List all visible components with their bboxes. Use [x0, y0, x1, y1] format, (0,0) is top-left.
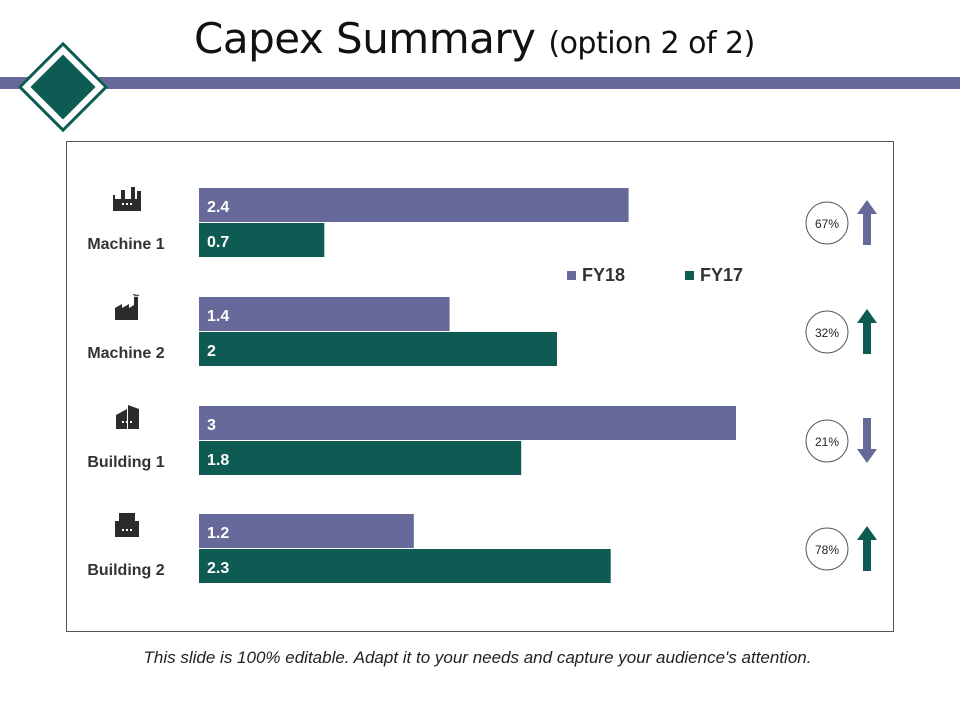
- footer-note: This slide is 100% editable. Adapt it to…: [143, 648, 812, 667]
- header-bar: [0, 77, 960, 89]
- arrow-up-icon: [857, 309, 877, 354]
- category-label: Building 2: [87, 562, 164, 579]
- change-circle: [805, 201, 849, 245]
- bar-value-label: 1.4: [207, 308, 229, 325]
- bar-value-label: 2.3: [207, 560, 229, 577]
- bar-value-label: 3: [207, 417, 216, 434]
- bar-chart: Machine 1 2.4 0.7 67% Machine 2 1.4 2 32% Buildi…: [87, 187, 877, 583]
- category-label: Machine 2: [87, 345, 164, 362]
- category-label: Building 1: [87, 454, 164, 471]
- title-sub-text: (option 2 of 2): [548, 26, 755, 61]
- title-main-text: Capex Summary: [194, 14, 536, 63]
- bar-value-label: 1.2: [207, 525, 229, 542]
- change-percent-label: 21%: [815, 435, 839, 449]
- bar-fy17: [199, 549, 611, 583]
- change-percent-label: 32%: [815, 326, 839, 340]
- bar-fy17: [199, 223, 325, 257]
- diamond-logo-inner: [30, 54, 96, 120]
- legend-swatch: [685, 271, 694, 280]
- page-title: Capex Summary (option 2 of 2): [194, 14, 755, 63]
- bar-fy18: [199, 406, 736, 440]
- change-percent-label: 78%: [815, 543, 839, 557]
- bar-value-label: 2.4: [207, 199, 229, 216]
- arrow-up-icon: [857, 526, 877, 571]
- bar-value-label: 1.8: [207, 452, 229, 469]
- bar-fy17: [199, 332, 557, 366]
- category-label: Machine 1: [87, 236, 164, 253]
- change-circle: [805, 310, 849, 354]
- arrow-up-icon: [857, 200, 877, 245]
- change-circle: [805, 419, 849, 463]
- bar-fy17: [199, 441, 522, 475]
- factory-icon: [113, 187, 141, 211]
- office-building-icon: [116, 405, 139, 429]
- legend-swatch: [567, 271, 576, 280]
- change-circle: [805, 527, 849, 571]
- bar-value-label: 2: [207, 343, 216, 360]
- apartment-building-icon: [115, 513, 139, 537]
- legend-label: FY17: [700, 265, 743, 285]
- bar-fy18: [199, 297, 450, 331]
- bar-fy18: [199, 514, 414, 548]
- change-percent-label: 67%: [815, 217, 839, 231]
- bar-value-label: 0.7: [207, 234, 229, 251]
- factory-smoke-icon: [115, 294, 140, 320]
- legend-label: FY18: [582, 265, 625, 285]
- arrow-down-icon: [857, 418, 877, 463]
- bar-fy18: [199, 188, 629, 222]
- chart-frame: Machine 1 2.4 0.7 67% Machine 2 1.4 2 32% Buildi…: [66, 141, 894, 632]
- diamond-logo: [17, 41, 109, 133]
